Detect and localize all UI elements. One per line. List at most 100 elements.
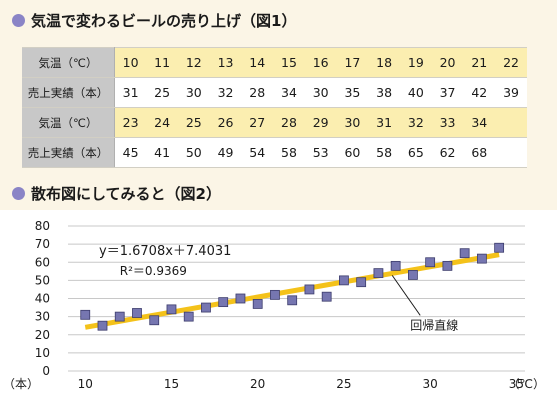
table-cell: 14 — [241, 47, 274, 78]
table-cell: 62 — [431, 137, 464, 168]
table-cell: 60 — [336, 137, 369, 168]
row-header: 気温（℃） — [22, 47, 115, 78]
table-cell: 58 — [273, 137, 305, 168]
y-tick-label: 60 — [35, 255, 50, 269]
table-cell: 31 — [114, 77, 147, 108]
table-cell: 30 — [336, 107, 369, 138]
data-point — [201, 302, 211, 313]
data-point — [218, 297, 229, 308]
table-cell: 16 — [304, 47, 337, 78]
row-header: 気温（℃） — [22, 107, 115, 138]
x-tick-label: 15 — [164, 377, 179, 391]
table-cell: 17 — [336, 47, 369, 78]
table-cell: 45 — [114, 137, 147, 168]
data-point — [425, 257, 436, 268]
table-cell: 25 — [177, 107, 210, 138]
table-cell — [495, 107, 527, 138]
table-cell: 23 — [114, 107, 147, 138]
x-tick-label: 10 — [78, 377, 93, 391]
y-tick-label: 40 — [35, 292, 50, 306]
bullet-icon — [12, 186, 25, 200]
section1-title: 気温で変わるビールの売り上げ（図1） — [12, 8, 296, 32]
table-row-temp: 気温（℃） 23 24 25 26 27 28 29 30 31 32 33 34 — [22, 107, 527, 138]
data-point — [494, 242, 505, 253]
table-cell: 42 — [463, 77, 496, 108]
y-tick-label: 10 — [35, 346, 50, 360]
trendline-label: 回帰直線 — [410, 317, 458, 332]
data-point — [339, 275, 349, 286]
table-cell: 24 — [146, 107, 178, 138]
table-cell: 22 — [495, 47, 527, 78]
table-cell: 26 — [209, 107, 242, 138]
data-point — [390, 260, 401, 271]
table-cell: 27 — [241, 107, 274, 138]
table-cell: 33 — [431, 107, 464, 138]
section1-title-text: 気温で変わるビールの売り上げ（図1） — [31, 11, 297, 30]
table-cell: 50 — [177, 137, 210, 168]
table-cell: 28 — [273, 107, 305, 138]
x-tick-label: 35 — [509, 377, 524, 391]
y-tick-label: 0 — [42, 364, 50, 378]
trendline-leader-line — [391, 275, 421, 316]
table-cell: 68 — [463, 137, 496, 168]
table-cell: 41 — [146, 137, 178, 168]
data-point — [321, 291, 332, 302]
table-cell: 12 — [177, 47, 210, 78]
table-cell: 21 — [463, 47, 496, 78]
data-point — [442, 260, 453, 271]
y-tick-label: 70 — [35, 237, 50, 251]
table-cell: 39 — [495, 77, 527, 108]
table-cell: 18 — [368, 47, 400, 78]
table-cell — [495, 137, 527, 168]
data-table: 気温（℃） 10 11 12 13 14 15 16 17 18 19 20 21 22 売上実績（本） 31… — [22, 47, 527, 168]
table-cell: 58 — [368, 137, 400, 168]
table-cell: 30 — [304, 77, 337, 108]
row-header: 売上実績（本） — [22, 137, 115, 168]
table-cell: 53 — [304, 137, 337, 168]
data-point — [149, 315, 160, 326]
table-row-sales: 売上実績（本） 45 41 50 49 54 58 53 60 58 65 62 68 — [22, 137, 527, 168]
data-point — [459, 248, 470, 259]
table-cell: 11 — [146, 47, 178, 78]
data-point — [132, 308, 142, 318]
table-cell: 31 — [368, 107, 400, 138]
data-points — [80, 242, 505, 331]
table-cell: 40 — [399, 77, 432, 108]
data-point — [114, 311, 125, 322]
table-cell: 20 — [431, 47, 464, 78]
table-cell: 32 — [209, 77, 242, 108]
y-tick-label: 30 — [35, 310, 50, 324]
y-tick-label: 50 — [35, 273, 50, 287]
bullet-icon — [12, 13, 25, 27]
table-cell: 28 — [241, 77, 274, 108]
data-point — [235, 293, 246, 304]
y-unit-label: （本） — [3, 377, 39, 391]
data-point — [373, 268, 384, 279]
data-point — [287, 295, 298, 306]
data-point — [408, 270, 418, 280]
table-cell: 10 — [114, 47, 147, 78]
table-cell: 29 — [304, 107, 337, 138]
table-cell: 34 — [273, 77, 305, 108]
data-point — [97, 320, 108, 331]
section2-title-text: 散布図にしてみると（図2） — [31, 184, 221, 203]
x-tick-label: 20 — [250, 377, 265, 391]
data-point — [356, 277, 367, 288]
x-tick-label: 30 — [423, 377, 438, 391]
table-cell: 15 — [273, 47, 305, 78]
table-cell: 25 — [146, 77, 178, 108]
data-point — [183, 311, 194, 322]
x-tick-label: 25 — [336, 377, 351, 391]
equation-label: y＝1.6708x＋7.4031 — [99, 244, 231, 259]
chart-background — [0, 210, 557, 411]
table-cell: 37 — [431, 77, 464, 108]
scatter-chart: 0 10 20 30 40 50 60 70 80 10 15 20 25 30 35 （本） （℃） y… — [0, 210, 557, 411]
table-cell: 54 — [241, 137, 274, 168]
data-point — [166, 304, 177, 315]
table-cell: 35 — [336, 77, 369, 108]
table-cell: 32 — [399, 107, 432, 138]
table-row-temp: 気温（℃） 10 11 12 13 14 15 16 17 18 19 20 21 22 — [22, 47, 527, 78]
data-point — [252, 299, 263, 309]
data-point — [270, 289, 280, 300]
data-point — [304, 284, 315, 295]
